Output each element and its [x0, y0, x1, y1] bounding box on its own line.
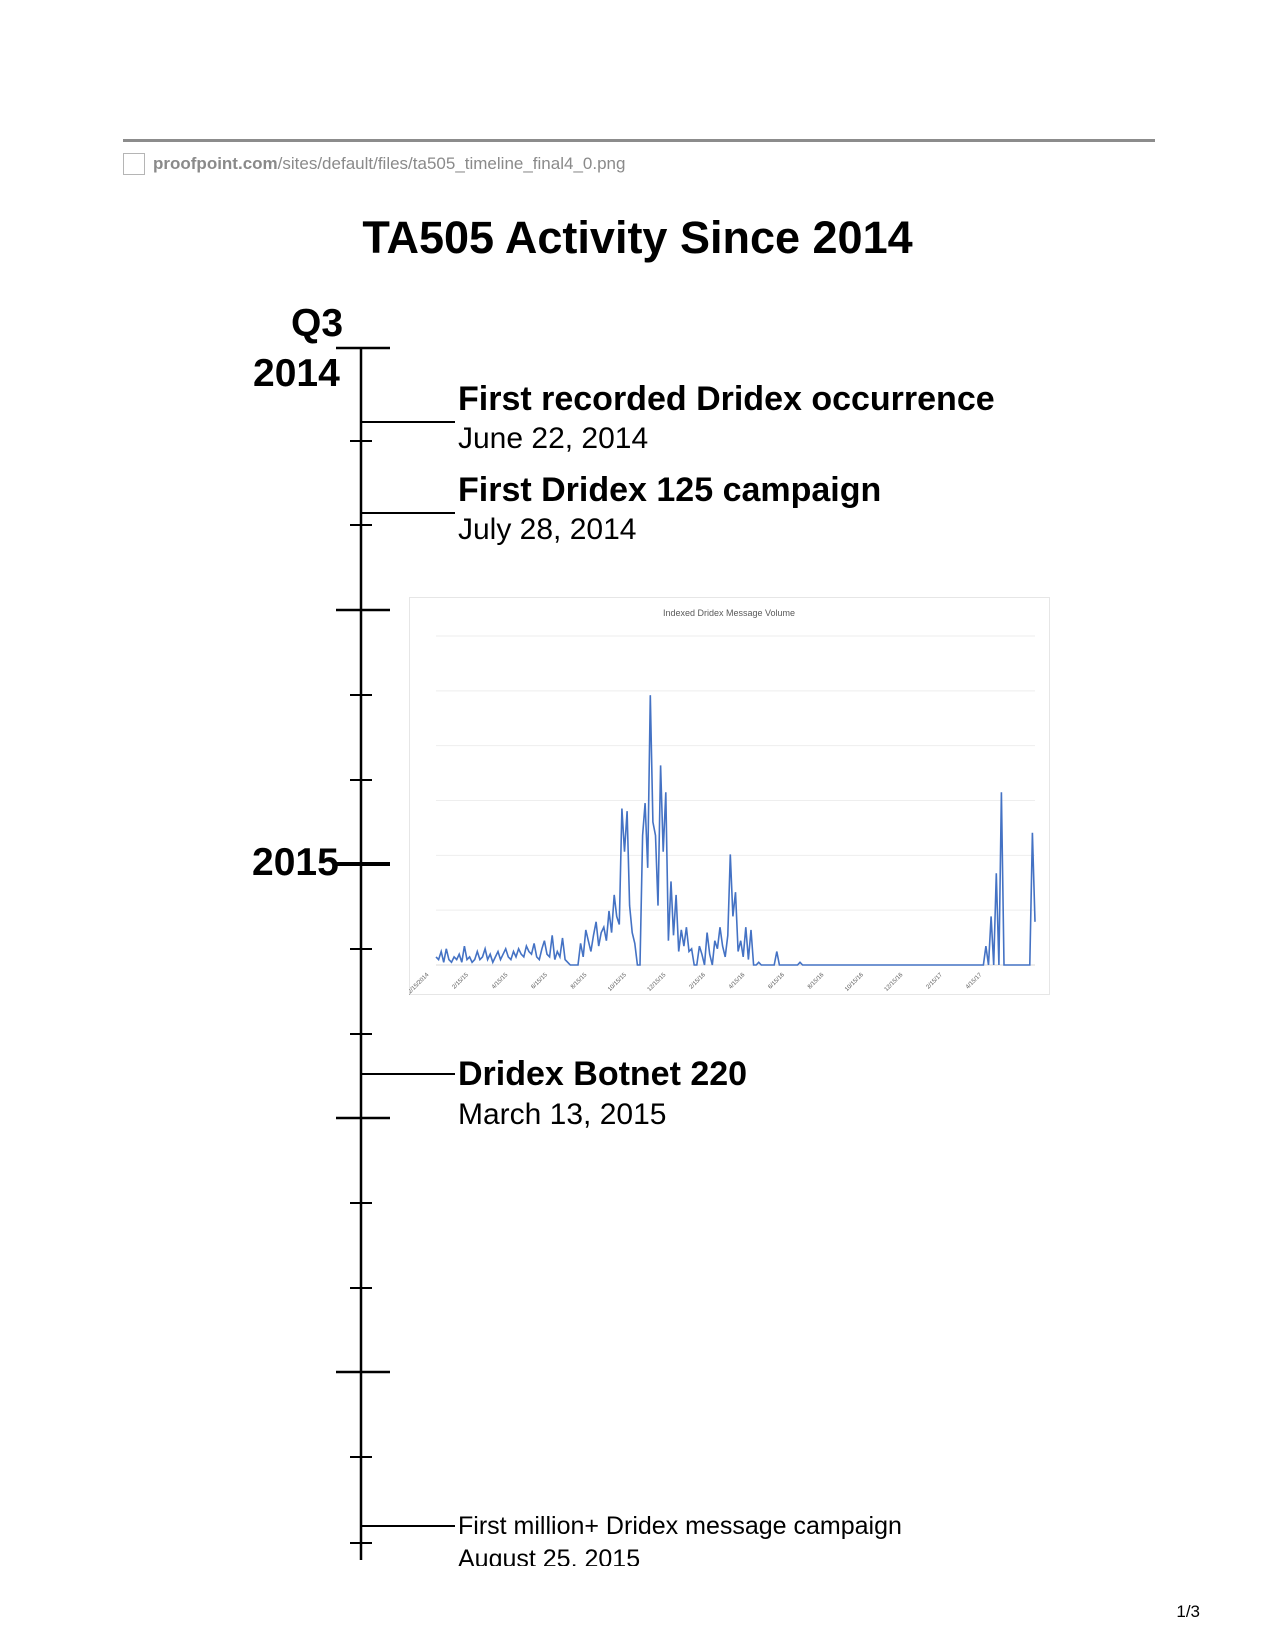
axis-label-2015: 2015: [252, 841, 339, 884]
url-row[interactable]: proofpoint.com/sites/default/files/ta505…: [123, 151, 625, 177]
event-date: July 28, 2014: [458, 513, 637, 546]
event-date: June 22, 2014: [458, 422, 649, 455]
url-host: proofpoint.com: [153, 154, 278, 173]
event-title: First Dridex 125 campaign: [458, 471, 882, 509]
event-title: Dridex Botnet 220: [458, 1055, 748, 1093]
axis-label-2014: 2014: [253, 352, 340, 395]
chart-title: Indexed Dridex Message Volume: [663, 608, 795, 618]
axis-label-q3: Q3: [291, 302, 344, 345]
top-divider: [123, 139, 1155, 142]
series-line: [435, 695, 1036, 966]
event-title: First million+ Dridex message campaign: [458, 1512, 902, 1540]
url-text[interactable]: proofpoint.com/sites/default/files/ta505…: [153, 154, 625, 174]
page-number: 1/3: [1176, 1602, 1200, 1621]
event-date: March 13, 2015: [458, 1098, 667, 1131]
page-title: TA505 Activity Since 2014: [362, 212, 913, 263]
event-title: First recorded Dridex occurrence: [458, 380, 995, 418]
crop-edge: [440, 1566, 740, 1574]
broken-image-icon: [123, 153, 145, 175]
url-path: /sites/default/files/ta505_timeline_fina…: [277, 154, 626, 173]
dridex-volume-chart: Indexed Dridex Message Volume 12/15/2014…: [409, 597, 1050, 995]
